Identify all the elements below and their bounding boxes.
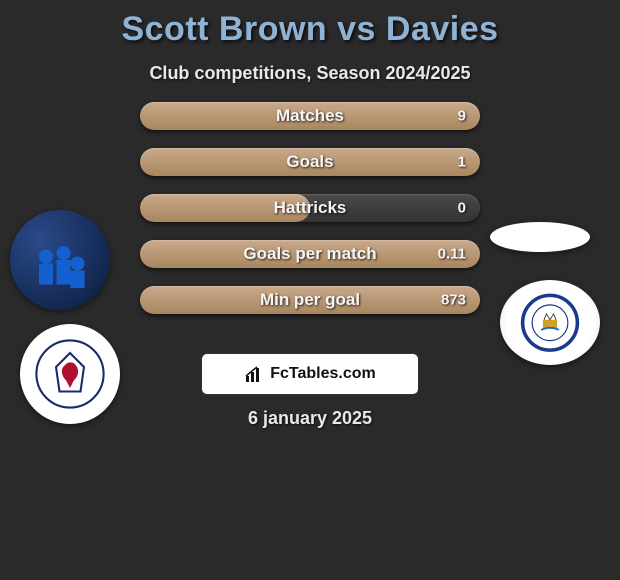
stat-row: Goals 1 [140,148,480,176]
brand-text: FcTables.com [270,365,376,383]
chart-icon [244,364,264,384]
player-photo-left [10,210,110,310]
date: 6 january 2025 [0,408,620,429]
stat-bars: Matches 9 Goals 1 Hattricks 0 Goals per match 0… [140,102,480,332]
stat-value: 873 [441,292,466,309]
stat-label: Hattricks [274,198,347,218]
comparison-chart: Matches 9 Goals 1 Hattricks 0 Goals per match 0… [0,102,620,352]
subtitle: Club competitions, Season 2024/2025 [0,63,620,84]
player-photo-right [490,222,590,252]
stat-value: 9 [458,108,466,125]
page-title: Scott Brown vs Davies [0,0,620,49]
stat-value: 0 [458,200,466,217]
stat-label: Goals per match [243,244,376,264]
stat-row: Hattricks 0 [140,194,480,222]
crest-lion-icon [35,339,105,409]
stat-value: 1 [458,154,466,171]
team-photo-icon [25,225,95,295]
crest-morton-icon [515,293,585,353]
stat-label: Matches [276,106,344,126]
stat-value: 0.11 [438,246,466,263]
stat-label: Goals [286,152,333,172]
stat-row: Min per goal 873 [140,286,480,314]
stat-row: Matches 9 [140,102,480,130]
stat-label: Min per goal [260,290,360,310]
brand-card: FcTables.com [201,353,419,395]
stat-row: Goals per match 0.11 [140,240,480,268]
club-crest-right [500,280,600,365]
